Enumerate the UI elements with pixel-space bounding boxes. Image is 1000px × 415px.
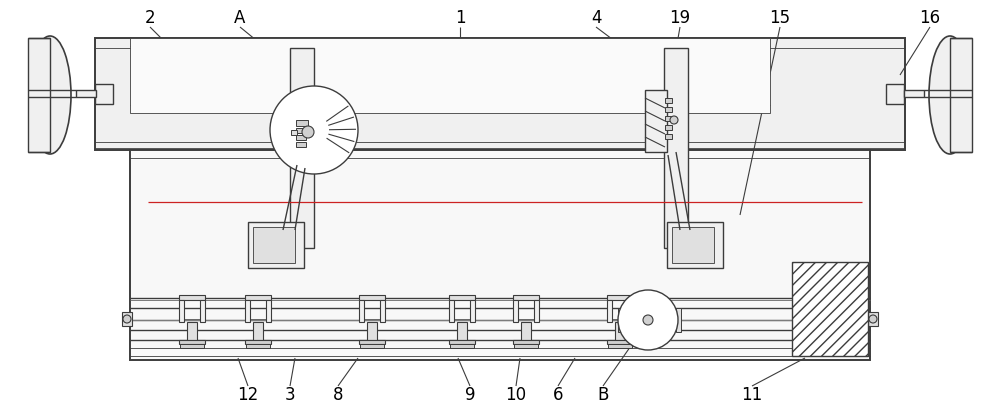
Circle shape <box>123 315 131 323</box>
Ellipse shape <box>929 36 971 154</box>
Bar <box>179 295 205 300</box>
Bar <box>449 295 475 300</box>
Bar <box>628 300 633 322</box>
Bar <box>665 116 672 121</box>
Text: 1: 1 <box>455 9 465 27</box>
Bar <box>359 340 385 344</box>
Circle shape <box>869 315 877 323</box>
Bar <box>179 300 184 322</box>
Bar <box>665 107 672 112</box>
Bar <box>450 344 474 348</box>
Bar <box>607 300 612 322</box>
Bar <box>95 38 905 150</box>
Circle shape <box>618 290 678 350</box>
Bar <box>676 308 681 332</box>
Bar <box>513 340 539 344</box>
Text: 19: 19 <box>669 9 691 27</box>
Bar <box>130 38 770 113</box>
Bar <box>187 322 197 340</box>
Text: 9: 9 <box>465 386 475 404</box>
Bar <box>672 227 714 263</box>
Text: 11: 11 <box>741 386 763 404</box>
Text: 4: 4 <box>591 9 601 27</box>
Bar <box>290 48 314 248</box>
Bar <box>665 98 672 103</box>
Bar <box>296 120 308 126</box>
Circle shape <box>270 86 358 174</box>
Bar <box>607 340 633 344</box>
Bar <box>266 300 271 322</box>
Bar <box>534 300 539 322</box>
Bar <box>246 344 270 348</box>
Text: 15: 15 <box>769 9 791 27</box>
Bar <box>200 300 205 322</box>
Bar <box>615 322 625 340</box>
Circle shape <box>670 116 678 124</box>
Circle shape <box>302 126 314 138</box>
Text: 3: 3 <box>285 386 295 404</box>
Bar <box>359 300 364 322</box>
Text: 12: 12 <box>237 386 259 404</box>
Bar <box>179 340 205 344</box>
Bar <box>886 84 904 104</box>
Bar <box>904 90 924 97</box>
Bar <box>76 90 96 97</box>
Text: 2: 2 <box>145 9 155 27</box>
Bar <box>245 340 271 344</box>
Bar <box>792 262 868 356</box>
Ellipse shape <box>29 36 71 154</box>
Bar <box>449 300 454 322</box>
Bar <box>360 344 384 348</box>
Bar <box>296 128 306 133</box>
Bar <box>513 300 518 322</box>
Bar <box>95 84 113 104</box>
Bar <box>665 134 672 139</box>
Bar <box>664 48 688 248</box>
Text: B: B <box>597 386 609 404</box>
Bar <box>180 344 204 348</box>
Bar <box>470 300 475 322</box>
Bar <box>380 300 385 322</box>
Bar <box>130 150 870 360</box>
Bar <box>245 300 250 322</box>
Text: 16: 16 <box>919 9 941 27</box>
Bar <box>296 135 306 140</box>
Bar <box>513 295 539 300</box>
Bar <box>618 308 623 332</box>
Bar <box>607 295 633 300</box>
Bar <box>28 38 50 152</box>
Bar <box>608 344 632 348</box>
Bar <box>457 322 467 340</box>
Bar <box>449 340 475 344</box>
Bar <box>665 125 672 130</box>
Bar <box>521 322 531 340</box>
Text: 8: 8 <box>333 386 343 404</box>
Bar <box>248 222 304 268</box>
Bar <box>245 295 271 300</box>
Bar <box>514 344 538 348</box>
Bar <box>868 312 878 326</box>
Bar <box>253 227 295 263</box>
Bar <box>667 222 723 268</box>
Bar <box>253 322 263 340</box>
Bar <box>296 142 306 147</box>
Text: 6: 6 <box>553 386 563 404</box>
Text: A: A <box>234 9 246 27</box>
Bar <box>291 130 297 135</box>
Bar <box>367 322 377 340</box>
Text: 10: 10 <box>505 386 527 404</box>
Bar <box>645 90 667 152</box>
Bar <box>122 312 132 326</box>
Bar <box>359 295 385 300</box>
Circle shape <box>643 315 653 325</box>
Bar <box>950 38 972 152</box>
